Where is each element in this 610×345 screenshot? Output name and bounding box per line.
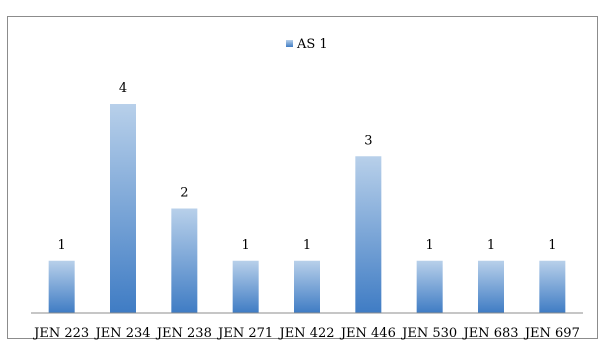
data-label: 1 bbox=[426, 238, 434, 253]
bars-group bbox=[48, 104, 566, 313]
x-tick-label: JEN 223 bbox=[32, 326, 89, 341]
bar-jen-223 bbox=[48, 260, 75, 313]
bar-jen-238 bbox=[171, 208, 198, 313]
x-tick-label: JEN 697 bbox=[523, 326, 580, 341]
x-tick-label: JEN 238 bbox=[155, 326, 212, 341]
data-label: 1 bbox=[548, 238, 556, 253]
x-tick-label: JEN 234 bbox=[93, 326, 150, 341]
bar-jen-530 bbox=[416, 260, 443, 313]
legend-swatch bbox=[286, 40, 293, 47]
x-tick-label: JEN 530 bbox=[400, 326, 457, 341]
bar-jen-683 bbox=[478, 260, 504, 313]
data-label: 1 bbox=[58, 238, 66, 253]
x-tick-labels-group: JEN 223 JEN 234 JEN 238 JEN 271 JEN 422 JEN 4… bbox=[32, 326, 580, 341]
x-tick-label: JEN 683 bbox=[461, 326, 518, 341]
data-label: 4 bbox=[119, 81, 127, 96]
bar-jen-271 bbox=[232, 260, 259, 313]
data-label: 1 bbox=[303, 238, 311, 253]
x-tick-label: JEN 446 bbox=[339, 326, 396, 341]
data-label: 1 bbox=[487, 238, 495, 253]
data-label: 1 bbox=[242, 238, 250, 253]
legend: AS 1 bbox=[286, 37, 328, 52]
x-tick-label: JEN 422 bbox=[277, 326, 334, 341]
legend-label: AS 1 bbox=[296, 37, 328, 52]
bar-jen-697 bbox=[539, 260, 566, 313]
bar-jen-234 bbox=[110, 104, 136, 313]
data-label: 2 bbox=[180, 186, 188, 201]
data-label: 3 bbox=[364, 133, 372, 148]
x-tick-label: JEN 271 bbox=[216, 326, 273, 341]
bar-jen-422 bbox=[294, 260, 320, 313]
bar-jen-446 bbox=[355, 156, 382, 313]
data-labels-group: 1 4 2 1 1 3 1 1 1 bbox=[58, 81, 557, 253]
